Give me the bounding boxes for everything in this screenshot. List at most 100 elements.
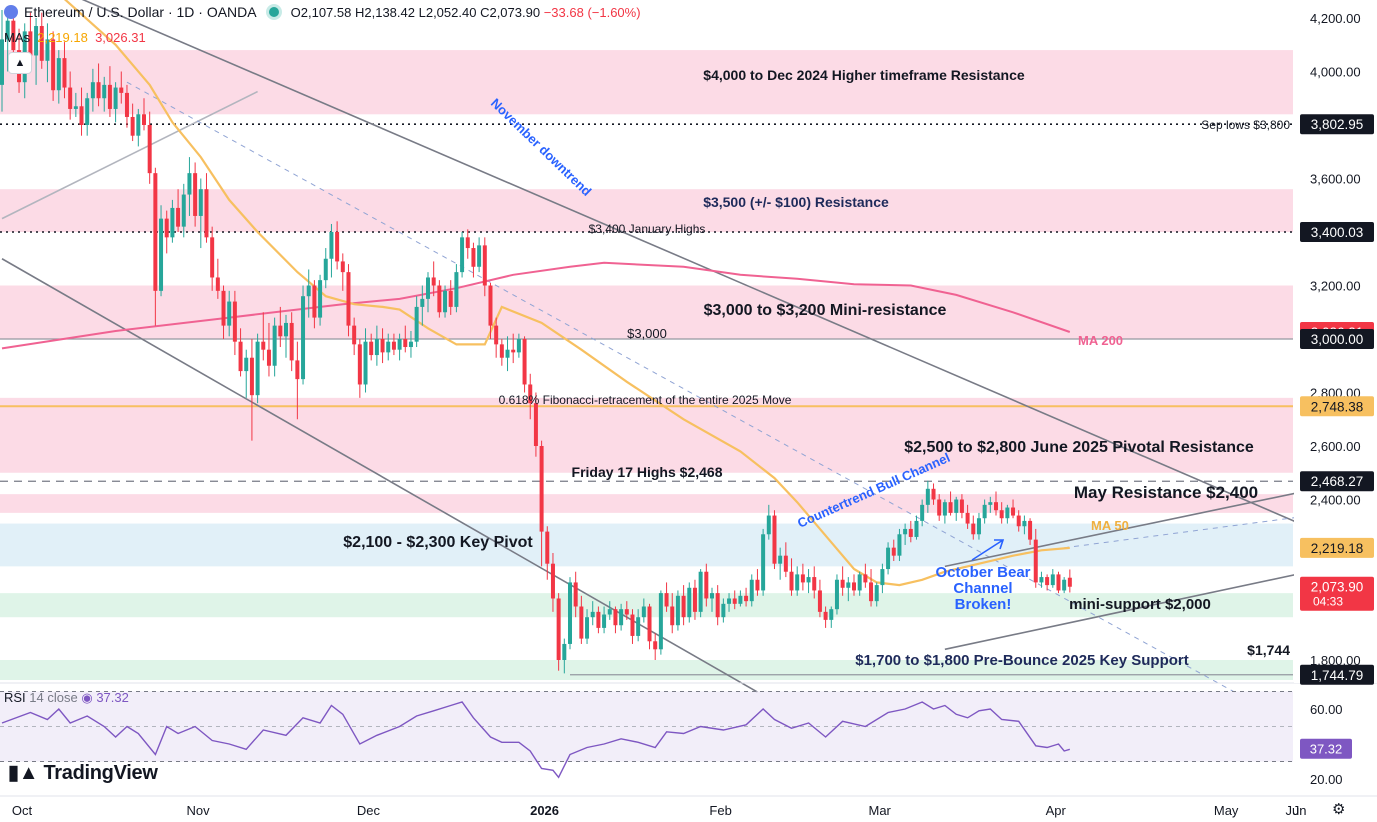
gear-icon[interactable]: ⚙ <box>1332 801 1346 818</box>
candle-body <box>675 595 680 626</box>
time-tick-label: Nov <box>187 803 211 818</box>
rsi-legend[interactable]: RSI 14 close ◉ 37.32 <box>4 690 129 706</box>
candle-body <box>5 20 10 40</box>
candle-body <box>335 232 340 262</box>
rsi-panel: 60.00 20.00 37.32 <box>0 682 1377 787</box>
price-tick-label: 3,200.00 <box>1310 279 1361 294</box>
zone-pivot <box>0 523 1293 567</box>
price-tag-countdown: 04:33 <box>1313 595 1343 609</box>
price-tag <box>1300 537 1374 558</box>
price-tag <box>1300 576 1374 611</box>
time-tick-label: Feb <box>709 803 731 818</box>
candle-body <box>244 357 249 372</box>
candle-body <box>301 296 306 380</box>
candle-body <box>266 349 271 366</box>
change-value: −33.68 (−1.60%) <box>543 4 641 20</box>
candle-body <box>573 582 578 607</box>
candle-body <box>704 571 709 599</box>
candle-body <box>238 341 243 372</box>
candle-body <box>284 322 288 337</box>
candle-body <box>795 574 800 591</box>
candle-body <box>164 218 169 238</box>
candle-body <box>550 563 555 599</box>
candle-body <box>437 285 442 313</box>
candle-body <box>999 510 1004 519</box>
candle-body <box>312 285 317 318</box>
candle-body <box>516 339 521 353</box>
candle-body <box>124 92 129 117</box>
candle-body <box>959 499 964 513</box>
candle-body <box>215 277 220 291</box>
candle-body <box>738 595 743 604</box>
price-tag <box>1300 396 1374 417</box>
candle-body <box>102 84 107 99</box>
candle-body <box>136 114 141 136</box>
candle-body <box>261 341 266 350</box>
candle-body <box>965 512 970 524</box>
rsi-tick-label: 60.00 <box>1310 702 1343 717</box>
candle-body <box>994 502 998 511</box>
candle-body <box>721 603 726 618</box>
candle-body <box>363 341 368 385</box>
candle-body <box>687 587 692 618</box>
candle-body <box>414 306 419 342</box>
candle-body <box>397 339 402 350</box>
candle-body <box>920 504 925 521</box>
price-tag <box>1300 329 1374 349</box>
tradingview-mark-icon: ▮▲ <box>8 762 39 784</box>
candle-body <box>1045 577 1050 586</box>
candle-body <box>45 39 50 61</box>
candle-body <box>539 446 544 532</box>
zone-resistance <box>0 50 1293 115</box>
zone-label: $1,700 to $1,800 Pre-Bounce 2025 Key Sup… <box>855 652 1188 669</box>
candle-body <box>749 579 754 602</box>
annotation-bear-channel-broken: Broken! <box>955 596 1012 613</box>
candle-body <box>931 488 936 500</box>
candle-body <box>431 277 436 286</box>
candle-body <box>806 577 811 583</box>
zone-label: $3,500 (+/- $100) Resistance <box>703 194 889 210</box>
collapse-legend-button[interactable]: ▲ <box>8 52 32 74</box>
candle-body <box>891 547 896 556</box>
candle-body <box>874 585 879 602</box>
price-tag <box>1300 664 1374 685</box>
candle-body <box>869 582 874 602</box>
candle-body <box>403 339 408 348</box>
candle-body <box>204 189 209 238</box>
candle-body <box>34 26 39 56</box>
candle-body <box>374 339 379 356</box>
candle-body <box>170 207 175 238</box>
ethereum-logo-icon <box>4 5 18 19</box>
annotation-layer: $4,000 to Dec 2024 Higher timeframe Resi… <box>343 67 1290 669</box>
candle-body <box>619 609 624 626</box>
candle-body <box>766 515 771 535</box>
candle-body <box>505 349 510 358</box>
ma-legend[interactable]: MAs 2,219.18 3,026.31 <box>4 30 146 45</box>
candle-body <box>789 571 794 591</box>
price-tag-label: 2,468.27 <box>1311 474 1364 489</box>
price-tick-label: 2,600.00 <box>1310 439 1361 454</box>
tradingview-wordmark: TradingView <box>43 762 158 784</box>
level-label: $3,400 January Highs <box>589 222 706 236</box>
candle-body <box>119 87 124 93</box>
candle-body <box>318 280 323 318</box>
low-label: L <box>418 4 426 20</box>
candle-body <box>840 579 845 588</box>
candle-body <box>39 26 44 61</box>
zone-resistance <box>0 397 1293 473</box>
candle-body <box>221 290 226 326</box>
zone-resistance <box>0 494 1293 513</box>
time-tick-label: Oct <box>12 803 33 818</box>
symbol-title[interactable]: Ethereum / U.S. Dollar · 1D · OANDA <box>24 4 257 20</box>
candle-body <box>193 173 198 216</box>
candle-body <box>715 593 720 618</box>
trendline-fib-dashed-diagonal <box>126 81 1235 693</box>
candle-body <box>834 579 839 610</box>
price-tag-label: 2,073.90 <box>1311 580 1364 595</box>
low-value: 2,052.40 <box>425 4 477 20</box>
candle-body <box>585 617 590 639</box>
tradingview-logo[interactable]: ▮▲ TradingView <box>8 760 158 785</box>
candle-body <box>852 582 856 591</box>
rsi-visibility-icon[interactable]: ◉ <box>81 690 93 705</box>
